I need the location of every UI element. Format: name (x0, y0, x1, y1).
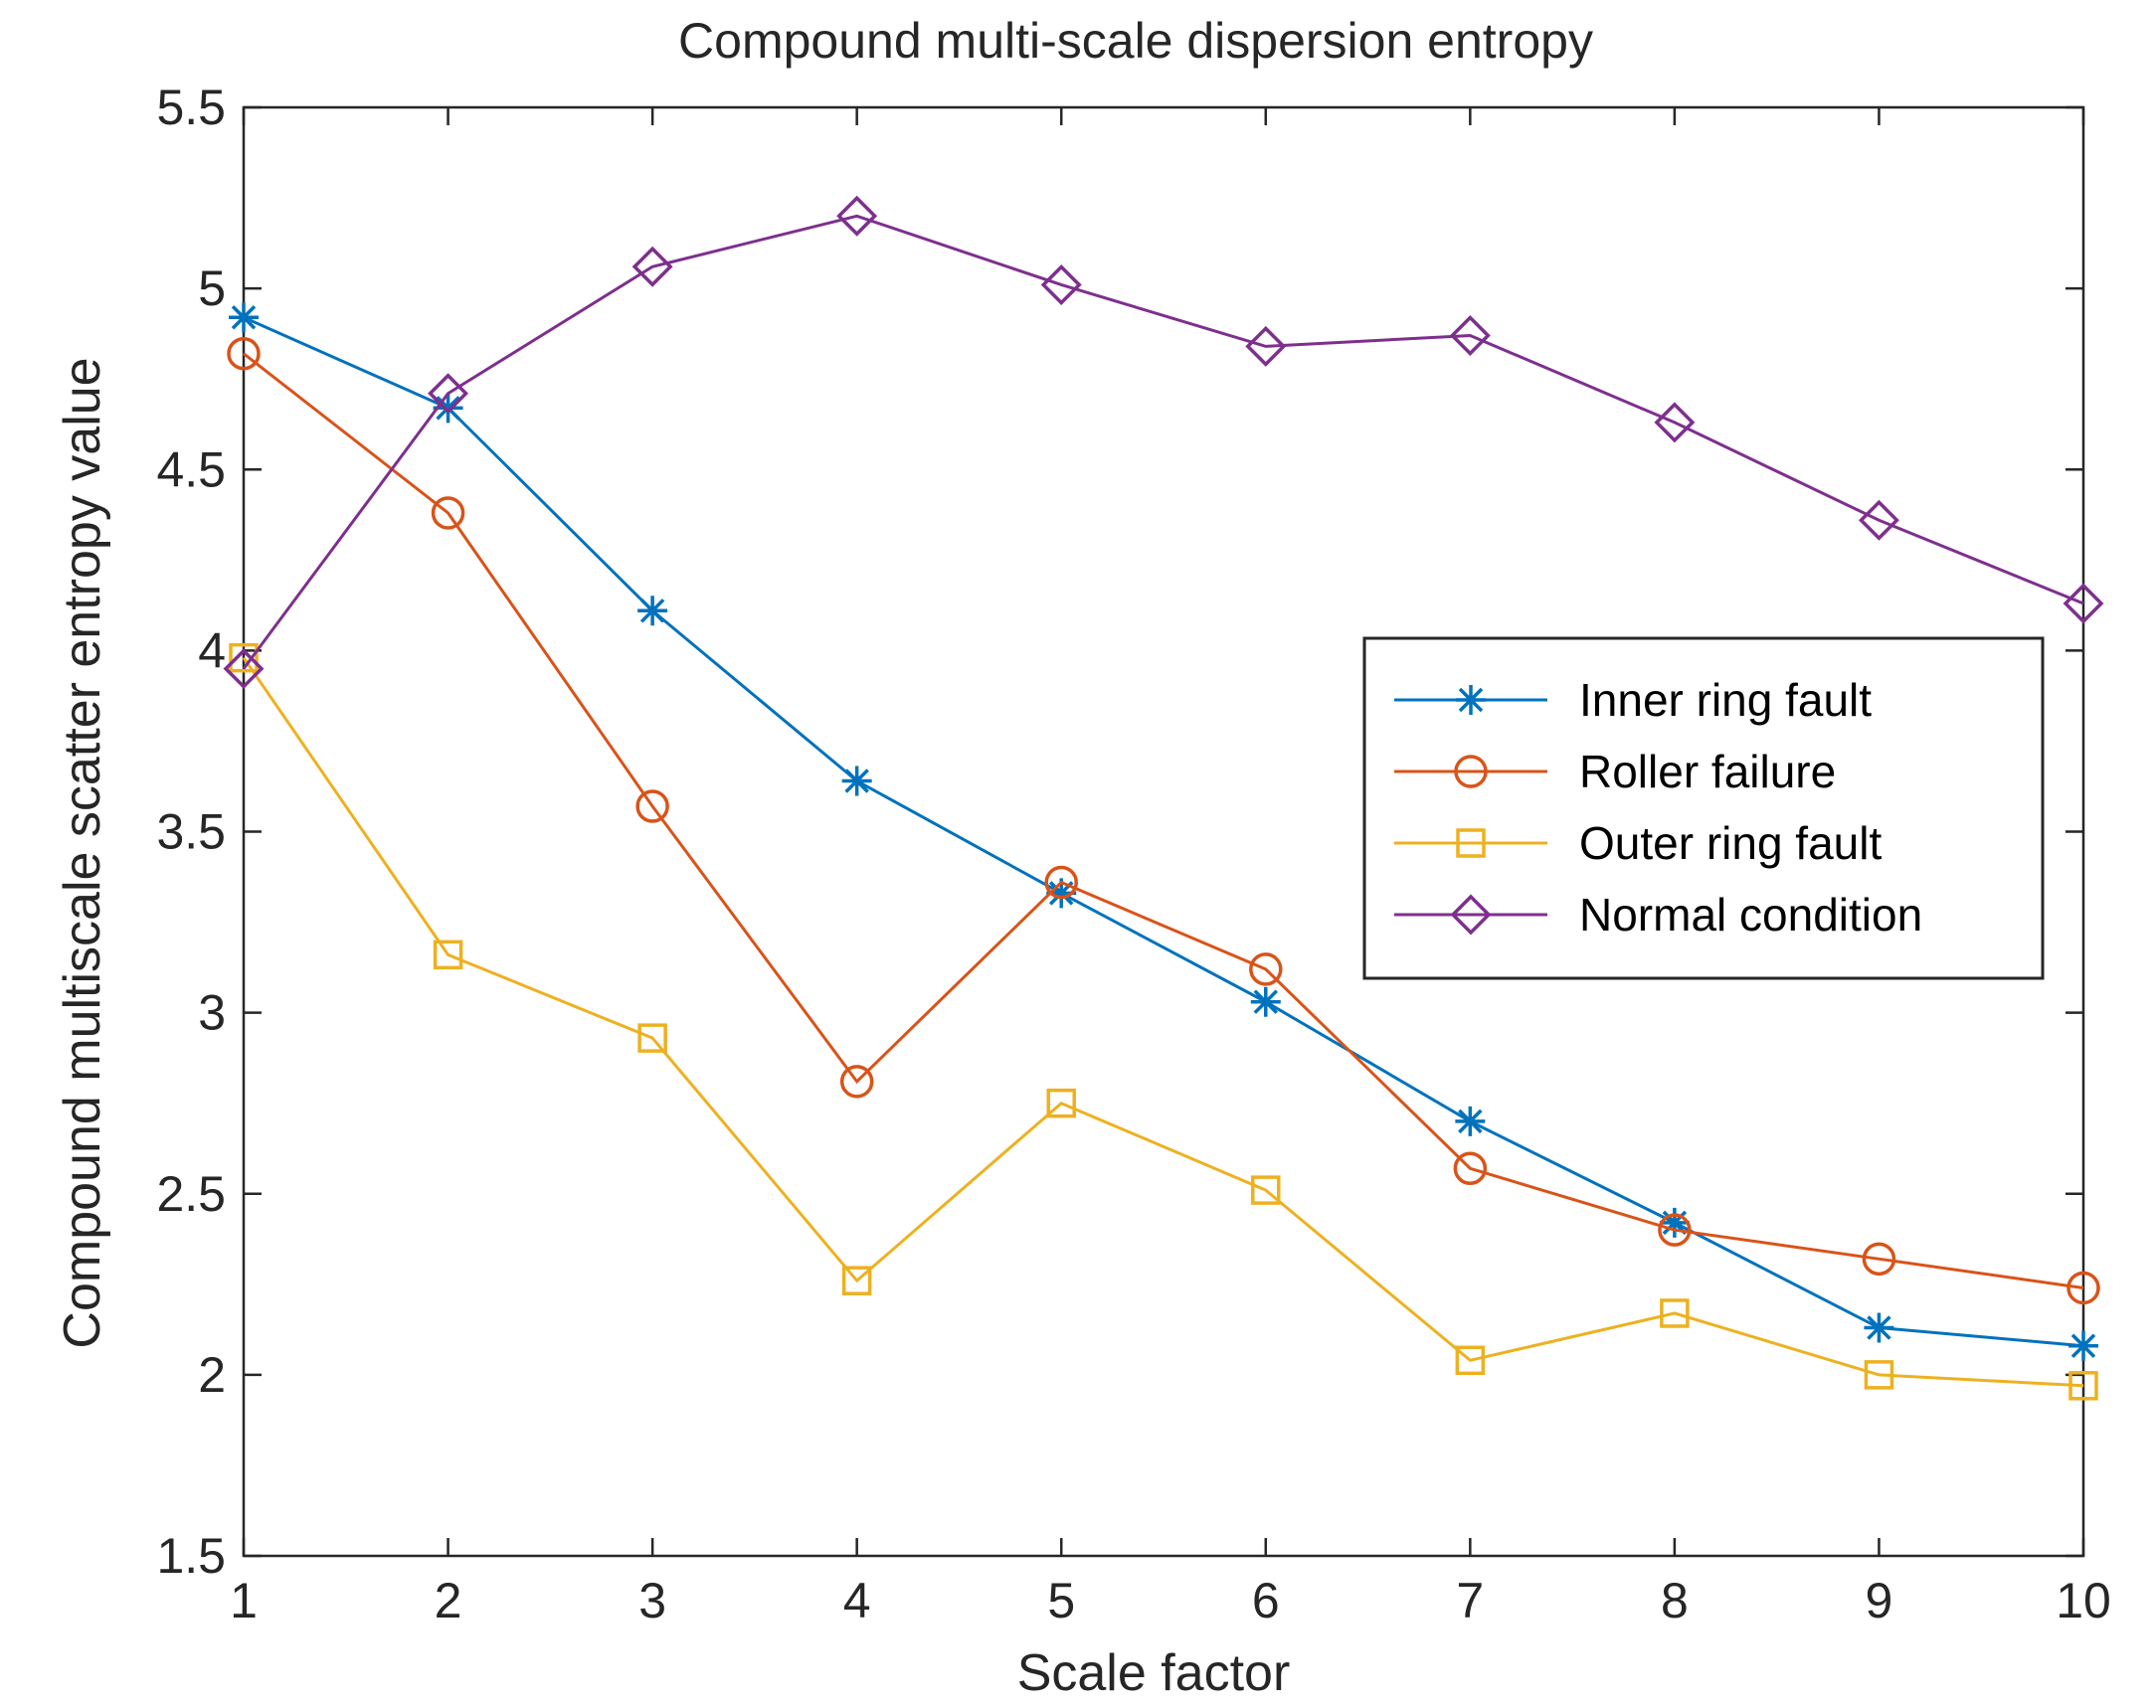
data-point-circle (227, 336, 261, 371)
series-normal-condition (223, 195, 2104, 690)
series-roller-failure (227, 336, 2100, 1305)
data-point-circle (2066, 1271, 2100, 1305)
chart-title: Compound multi-scale dispersion entropy (678, 13, 1593, 69)
series-line (242, 214, 2084, 670)
y-tick-label: 5 (198, 260, 226, 316)
y-tick-label: 5.5 (156, 80, 226, 135)
series-layer (223, 195, 2104, 1401)
x-axis-label: Scale factor (1017, 1644, 1291, 1702)
x-tick-label: 7 (1456, 1573, 1484, 1628)
x-axis: 1 2 3 4 5 6 7 8 9 10 (230, 107, 2111, 1628)
legend-label: Roller failure (1579, 746, 1836, 797)
y-tick-label: 4 (198, 622, 226, 678)
data-point-circle (1249, 952, 1283, 986)
data-point-square (1660, 1298, 1690, 1328)
y-tick-label: 1.5 (156, 1528, 226, 1584)
legend-label: Outer ring fault (1579, 817, 1882, 869)
data-point-circle (1862, 1242, 1896, 1277)
data-point-circle (839, 1065, 874, 1099)
x-tick-label: 8 (1661, 1573, 1689, 1628)
y-axis: 1.5 2 2.5 3 3.5 4 4.5 5 5.5 (156, 80, 2083, 1584)
y-tick-label: 3.5 (156, 804, 226, 860)
data-point-square (841, 1266, 872, 1295)
data-point-diamond (1858, 499, 1899, 541)
data-point-asterisk (1046, 878, 1077, 909)
data-point-diamond (428, 373, 469, 415)
y-tick-label: 2.5 (156, 1166, 226, 1222)
data-point-asterisk (433, 393, 463, 424)
data-point-square (637, 1023, 667, 1053)
data-point-square (433, 939, 463, 970)
legend-marker-asterisk (1456, 685, 1486, 715)
data-point-asterisk (1659, 1207, 1690, 1238)
legend-marker-diamond (1450, 894, 1492, 936)
data-point-diamond (1654, 402, 1696, 443)
legend-item: Normal condition (1394, 889, 1922, 940)
data-point-asterisk (1455, 1106, 1486, 1136)
x-tick-label: 9 (1866, 1573, 1893, 1628)
x-tick-label: 6 (1252, 1573, 1280, 1628)
data-point-circle (1658, 1213, 1692, 1247)
y-axis-label: Compound multiscale scatter entropy valu… (54, 357, 111, 1348)
x-tick-label: 4 (843, 1573, 871, 1628)
series-line (243, 352, 2084, 1289)
data-point-square (1455, 1345, 1486, 1376)
legend-label: Normal condition (1579, 889, 1922, 940)
data-point-asterisk (637, 596, 668, 626)
data-point-circle (1453, 1151, 1488, 1186)
data-point-diamond (836, 195, 878, 237)
y-tick-label: 4.5 (156, 441, 226, 497)
data-point-asterisk (841, 766, 872, 796)
data-point-asterisk (1250, 986, 1281, 1017)
data-point-asterisk (229, 302, 259, 333)
data-point-circle (635, 789, 669, 823)
x-tick-label: 1 (230, 1573, 258, 1628)
series-line (242, 656, 2084, 1388)
data-point-diamond (2063, 583, 2104, 624)
data-point-diamond (631, 246, 673, 287)
legend-item: Inner ring fault (1394, 674, 1872, 726)
x-tick-label: 10 (2056, 1573, 2111, 1628)
series-inner-ring-fault (229, 302, 2098, 1361)
data-point-diamond (1449, 315, 1491, 356)
data-point-square (229, 642, 259, 673)
data-point-square (1251, 1175, 1281, 1205)
data-point-asterisk (2068, 1330, 2098, 1361)
data-point-square (1046, 1088, 1076, 1118)
y-tick-label: 3 (198, 985, 226, 1041)
series-outer-ring-fault (229, 642, 2098, 1401)
legend-marker-square (1456, 828, 1486, 858)
legend-marker-circle (1454, 755, 1488, 788)
data-point-square (1864, 1360, 1894, 1390)
data-point-diamond (223, 648, 265, 690)
data-point-square (2068, 1371, 2098, 1401)
legend-label: Inner ring fault (1579, 674, 1872, 726)
legend-item: Outer ring fault (1394, 817, 1882, 869)
legend-item: Roller failure (1394, 746, 1836, 797)
x-tick-label: 3 (638, 1573, 666, 1628)
y-tick-label: 2 (198, 1347, 226, 1403)
data-point-diamond (1040, 264, 1082, 305)
series-line (243, 315, 2084, 1348)
data-point-circle (1044, 865, 1078, 900)
legend: Inner ring fault Roller failure Outer ring… (1362, 636, 2045, 980)
data-point-circle (431, 496, 465, 530)
data-point-diamond (1245, 325, 1287, 367)
x-tick-label: 2 (435, 1573, 462, 1628)
data-point-asterisk (1864, 1312, 1894, 1343)
x-tick-label: 5 (1047, 1573, 1075, 1628)
